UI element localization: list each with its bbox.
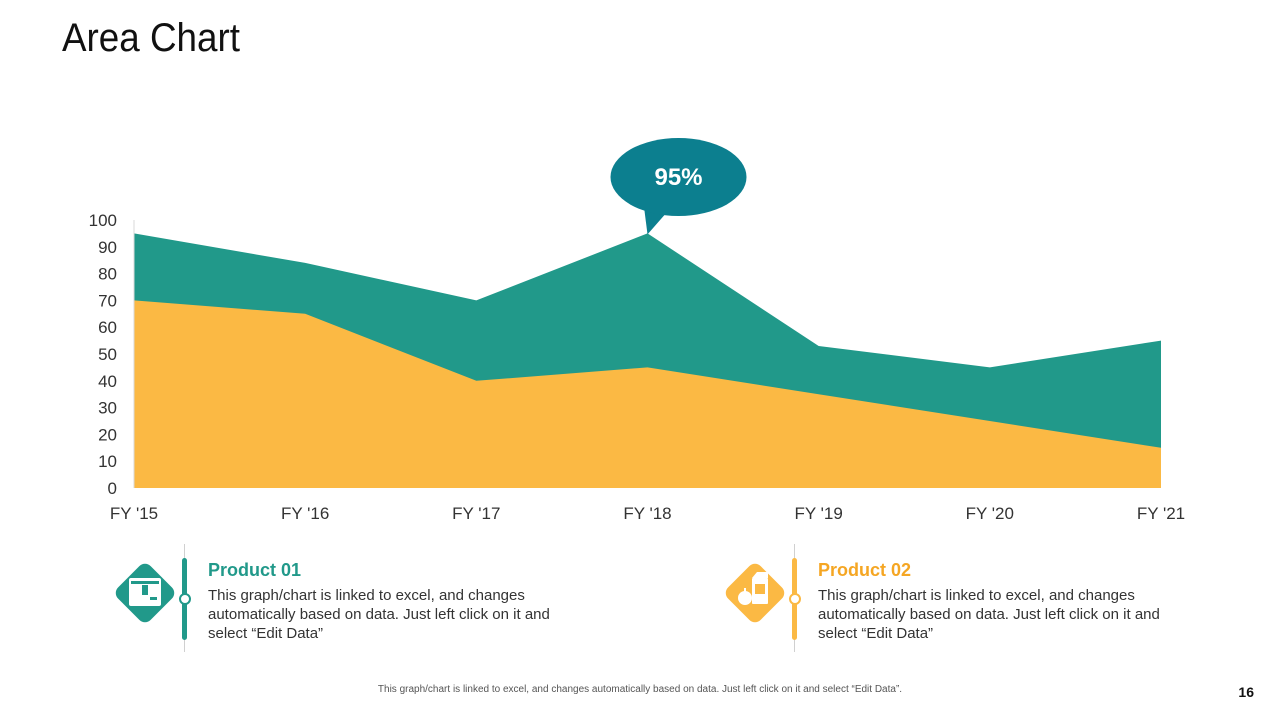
data-point-series-2[interactable] bbox=[302, 311, 308, 317]
legend-title: Product 02 bbox=[818, 560, 912, 580]
product-02-badge bbox=[714, 548, 794, 638]
y-tick-label: 10 bbox=[98, 452, 117, 471]
legend-title: Product 01 bbox=[208, 560, 302, 580]
x-tick-label: FY '20 bbox=[966, 504, 1014, 523]
page-title: Area Chart bbox=[62, 16, 240, 60]
callout-bubble bbox=[610, 138, 747, 216]
y-tick-label: 80 bbox=[98, 265, 117, 284]
x-tick-label: FY '15 bbox=[110, 504, 158, 523]
x-tick-label: FY '18 bbox=[623, 504, 671, 523]
x-tick-label: FY '19 bbox=[795, 504, 843, 523]
y-tick-label: 0 bbox=[108, 479, 117, 498]
box-icon bbox=[129, 578, 161, 606]
y-tick-label: 50 bbox=[98, 345, 117, 364]
data-point-series-1[interactable] bbox=[473, 297, 479, 303]
y-tick-label: 60 bbox=[98, 318, 117, 337]
data-point-series-2[interactable] bbox=[987, 418, 993, 424]
y-tick-label: 40 bbox=[98, 372, 117, 391]
data-point-series-2[interactable] bbox=[1158, 445, 1164, 451]
data-point-series-1[interactable] bbox=[816, 343, 822, 349]
x-tick-label: FY '16 bbox=[281, 504, 329, 523]
grocery-icon bbox=[738, 572, 768, 605]
page-number: 16 bbox=[1238, 684, 1254, 700]
callout-label: 95% bbox=[654, 164, 702, 191]
legend-description: This graph/chart is linked to excel, and… bbox=[818, 587, 1160, 642]
x-tick-label: FY '17 bbox=[452, 504, 500, 523]
product-01-badge bbox=[104, 548, 184, 638]
data-point-series-2[interactable] bbox=[816, 391, 822, 397]
y-tick-label: 100 bbox=[89, 211, 117, 230]
data-point-series-1[interactable] bbox=[987, 364, 993, 370]
y-tick-label: 90 bbox=[98, 238, 117, 257]
connector-dot bbox=[789, 593, 801, 605]
data-point-series-2[interactable] bbox=[645, 364, 651, 370]
data-point-series-1[interactable] bbox=[302, 260, 308, 266]
area-series-2[interactable] bbox=[134, 300, 1161, 488]
data-point-series-2[interactable] bbox=[473, 378, 479, 384]
x-tick-label: FY '21 bbox=[1137, 504, 1185, 523]
y-tick-label: 70 bbox=[98, 291, 117, 310]
connector-dot bbox=[179, 593, 191, 605]
legend-description: This graph/chart is linked to excel, and… bbox=[208, 587, 550, 642]
data-point-series-1[interactable] bbox=[1158, 338, 1164, 344]
y-tick-label: 20 bbox=[98, 425, 117, 444]
area-chart[interactable]: 0 10 20 30 40 50 60 70 80 90 100 FY '15 FY '16 FY '17… bbox=[0, 0, 1280, 540]
y-tick-label: 30 bbox=[98, 399, 117, 418]
footer-note: This graph/chart is linked to excel, and… bbox=[377, 684, 903, 695]
